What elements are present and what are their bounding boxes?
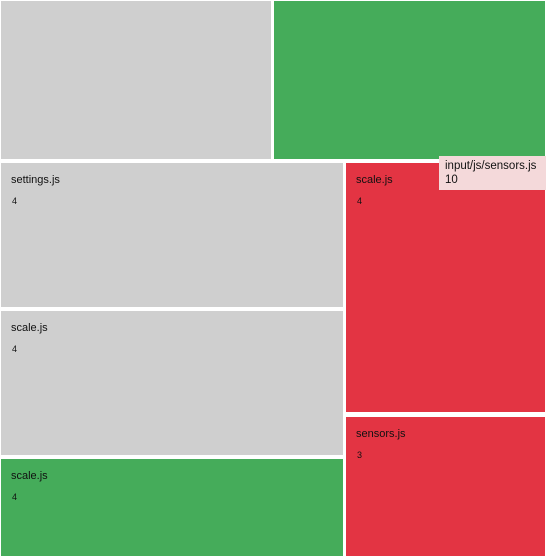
treemap-tile-scale[interactable]: scale.js 4 (1, 459, 343, 556)
tooltip-path: input/js/sensors.js (445, 160, 537, 172)
tile-filename: settings.js (11, 174, 60, 186)
hover-tooltip: input/js/sensors.js 10 (439, 156, 546, 190)
treemap-tile-scale[interactable]: scale.js 4 (346, 163, 545, 412)
treemap-tile-scale[interactable]: scale.js 4 (1, 311, 343, 455)
tile-value: 4 (357, 196, 363, 206)
tile-value: 4 (12, 344, 18, 354)
tile-filename: sensors.js (356, 428, 406, 440)
tile-value: 4 (12, 196, 18, 206)
tile-filename: scale.js (356, 174, 393, 186)
tile-filename: scale.js (11, 470, 48, 482)
treemap-tile[interactable] (1, 1, 271, 159)
treemap-tile-settings[interactable]: settings.js 4 (1, 163, 343, 307)
treemap-tile[interactable] (274, 1, 545, 159)
tile-value: 3 (357, 450, 363, 460)
treemap-tile-sensors[interactable]: sensors.js 3 (346, 417, 545, 556)
tile-value: 4 (12, 492, 18, 502)
tile-filename: scale.js (11, 322, 48, 334)
tooltip-value: 10 (445, 174, 458, 186)
